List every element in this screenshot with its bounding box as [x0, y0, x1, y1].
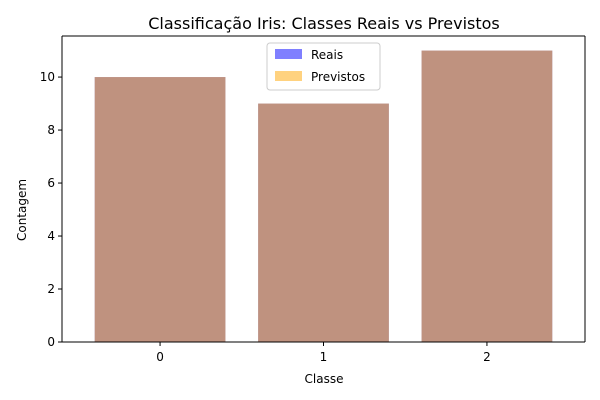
x-tick-label: 2: [483, 350, 491, 364]
legend-label-previstos: Previstos: [311, 70, 365, 84]
bar-previstos-0: [94, 77, 226, 342]
legend-label-reais: Reais: [311, 48, 343, 62]
y-axis-label: Contagem: [15, 179, 29, 241]
bar-previstos-1: [258, 103, 389, 342]
y-tick-label: 6: [47, 176, 55, 190]
y-tick-label: 10: [40, 70, 55, 84]
x-axis-label: Classe: [305, 372, 344, 386]
y-tick-label: 2: [47, 282, 55, 296]
legend-swatch-reais: [275, 49, 302, 59]
plot-area: [61, 35, 586, 343]
y-tick-label: 8: [47, 123, 55, 137]
x-tick-label: 1: [320, 350, 328, 364]
chart-title: Classificação Iris: Classes Reais vs Pre…: [148, 14, 500, 33]
x-tick-label: 0: [156, 350, 164, 364]
x-axis: 0 1 2: [156, 342, 491, 364]
y-tick-label: 4: [47, 229, 55, 243]
legend: Reais Previstos: [266, 42, 381, 91]
y-axis: 0 2 4 6 8 10: [40, 70, 62, 349]
bar-previstos-2: [421, 50, 553, 342]
legend-swatch-previstos: [275, 71, 302, 81]
y-tick-label: 0: [47, 335, 55, 349]
